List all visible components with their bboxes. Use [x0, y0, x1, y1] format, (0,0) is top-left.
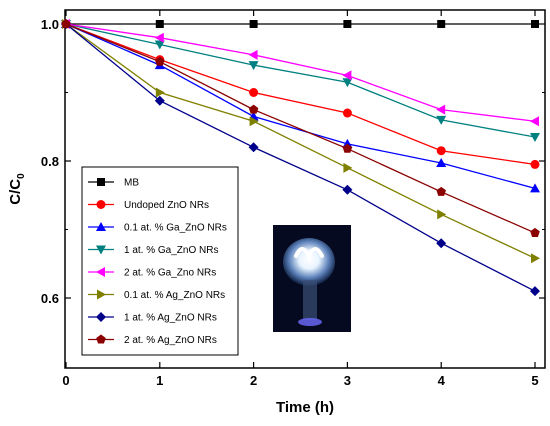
y-tick-label: 0.6	[41, 291, 59, 306]
data-point	[342, 143, 353, 153]
data-point	[437, 20, 446, 28]
data-point	[342, 108, 352, 118]
data-point	[249, 116, 259, 127]
legend-marker	[96, 222, 106, 231]
data-point	[436, 104, 446, 115]
series-7	[61, 19, 540, 237]
data-point	[248, 61, 259, 71]
lamp-bulb	[294, 247, 324, 261]
data-point	[343, 20, 352, 28]
legend-label: 1 at. % Ga_ZnO NRs	[124, 245, 218, 256]
legend-label: 2 at. % Ga_Zno NRs	[124, 268, 216, 279]
x-axis-title: Time (h)	[276, 399, 334, 416]
legend-marker	[97, 289, 106, 300]
lamp-glow	[283, 238, 335, 286]
data-point	[437, 209, 447, 220]
legend-marker	[96, 267, 105, 277]
x-tick-label: 5	[531, 373, 538, 388]
legend-item: 2 at. % Ga_Zno NRs	[88, 267, 216, 279]
data-point	[155, 56, 165, 66]
x-tick-label: 1	[156, 373, 163, 388]
legend-box	[81, 166, 239, 356]
data-point	[436, 186, 446, 196]
data-point	[436, 158, 447, 168]
series-layer	[61, 19, 540, 297]
data-point	[154, 40, 165, 50]
data-point	[530, 159, 540, 169]
series-line	[65, 23, 536, 122]
data-point	[248, 142, 259, 153]
lamp-solution	[298, 318, 322, 326]
data-point	[436, 146, 446, 156]
legend-label: MB	[124, 178, 139, 189]
series-6	[61, 19, 540, 297]
x-tick-label: 4	[438, 373, 446, 388]
data-point	[342, 70, 352, 81]
legend-marker	[97, 178, 105, 186]
data-point	[342, 78, 353, 88]
data-point	[154, 95, 165, 106]
x-tick-label: 3	[344, 373, 351, 388]
legend-item: MB	[88, 178, 139, 189]
legend-item: Undoped ZnO NRs	[88, 200, 209, 211]
legend: MB Undoped ZnO NRs 0.1 at. % Ga_ZnO NRs 1 a…	[81, 166, 239, 356]
inset-photo	[273, 225, 351, 332]
y-tick-label: 1.0	[41, 17, 59, 32]
legend-item: 0.1 at. % Ag_ZnO NRs	[88, 289, 225, 301]
data-point	[436, 115, 447, 125]
x-tick-label: 0	[62, 373, 69, 388]
legend-marker	[96, 245, 106, 255]
y-tick-label: 0.8	[41, 154, 59, 169]
series-line	[65, 23, 536, 234]
legend-label: 2 at. % Ag_ZnO NRs	[124, 335, 217, 346]
legend-label: 0.1 at. % Ag_ZnO NRs	[124, 290, 225, 301]
legend-marker	[96, 200, 106, 209]
x-tick-label: 2	[250, 373, 257, 388]
series-line	[65, 23, 536, 166]
legend-label: 1 at. % Ag_ZnO NRs	[124, 313, 217, 324]
data-point	[530, 227, 540, 237]
series-line	[65, 23, 536, 138]
series-line	[65, 23, 536, 259]
plot-frame	[64, 9, 546, 369]
data-point	[530, 286, 540, 297]
legend-item: 1 at. % Ag_ZnO NRs	[88, 312, 217, 324]
data-point	[530, 183, 540, 193]
data-point	[248, 104, 259, 114]
data-point	[155, 20, 164, 28]
legend-marker	[96, 334, 106, 344]
data-point	[343, 162, 353, 173]
data-point	[249, 88, 259, 97]
data-point	[531, 20, 539, 28]
series-line	[65, 23, 536, 292]
data-point	[342, 184, 353, 195]
data-point	[531, 253, 540, 264]
lamp-beaker	[303, 280, 317, 320]
legend-label: 0.1 at. % Ga_ZnO NRs	[124, 223, 227, 234]
series-line	[65, 23, 536, 190]
legend-item: 2 at. % Ag_ZnO NRs	[88, 334, 217, 346]
data-point	[248, 49, 258, 60]
data-point	[155, 87, 165, 98]
legend-marker	[96, 312, 106, 322]
data-point	[61, 19, 71, 29]
axes: 0 1 2 3 4 5 0.6 0.8 1.0 Time (h) C/C0	[7, 9, 546, 416]
legend-label: Undoped ZnO NRs	[124, 200, 209, 211]
data-point	[436, 238, 447, 249]
legend-item: 0.1 at. % Ga_ZnO NRs	[88, 222, 227, 234]
y-axis-title-subscript: 0	[16, 173, 27, 179]
data-point	[249, 20, 258, 28]
data-point	[530, 133, 540, 143]
y-axis-title: C/C0	[7, 173, 27, 205]
data-point	[154, 32, 164, 43]
legend-item: 1 at. % Ga_ZnO NRs	[88, 245, 218, 256]
data-point	[530, 116, 539, 127]
